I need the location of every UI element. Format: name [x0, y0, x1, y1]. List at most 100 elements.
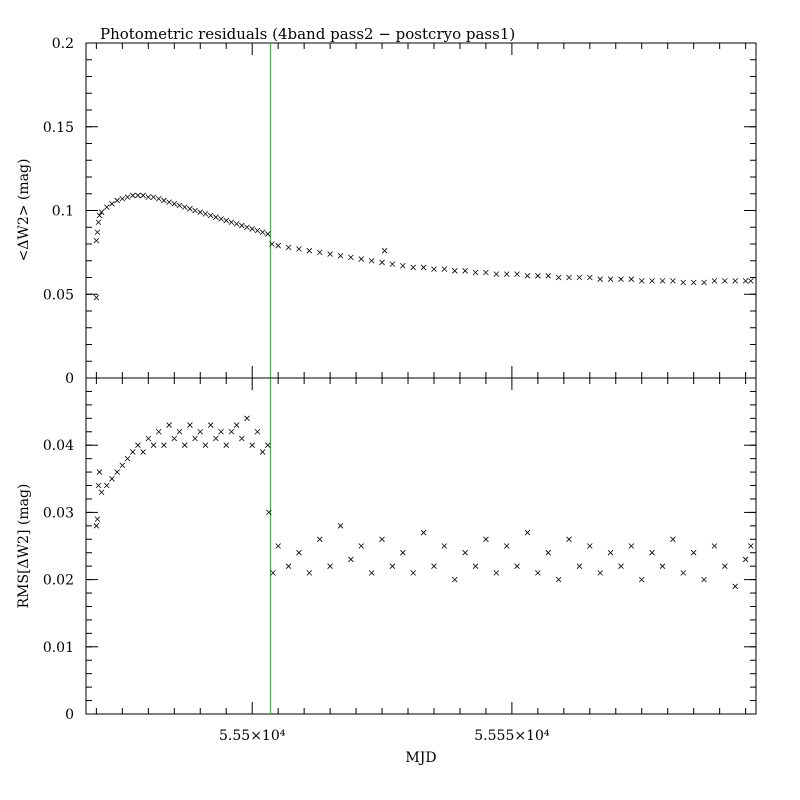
- rms-data-point: [197, 428, 204, 435]
- rms-data-point: [535, 570, 541, 576]
- rms-data-point: [218, 428, 224, 435]
- rms-data-point: [93, 523, 100, 529]
- mean-data-point: [690, 279, 697, 286]
- mean-data-point: [213, 214, 219, 220]
- rms-data-point: [306, 570, 313, 576]
- mean-data-point: [93, 294, 100, 301]
- rms-data-point: [680, 570, 687, 576]
- rms-data-point: [135, 442, 141, 448]
- mean-data-point: [254, 227, 261, 234]
- mean-data-point: [732, 278, 739, 284]
- rms-data-point: [266, 509, 272, 516]
- rms-data-point: [114, 469, 120, 475]
- rms-data-point: [265, 442, 271, 448]
- mean-y-tick-label: 0.1: [52, 204, 74, 220]
- mean-data-point: [638, 278, 645, 284]
- rms-data-point: [607, 549, 614, 556]
- mean-data-point: [259, 229, 266, 236]
- x-tick-label: 5.555×10⁴: [474, 728, 550, 744]
- rms-data-point: [659, 563, 666, 569]
- rms-data-point: [202, 442, 209, 448]
- mean-data-point: [514, 271, 520, 277]
- rms-data-point: [228, 428, 235, 435]
- rms-data-point: [462, 549, 468, 556]
- mean-data-point: [451, 268, 458, 274]
- mean-data-point: [228, 219, 235, 226]
- mean-data-point: [103, 204, 110, 210]
- mean-data-point: [348, 254, 354, 261]
- chart-title: Photometric residuals (4band pass2 − pos…: [100, 25, 515, 43]
- rms-data-point: [337, 523, 344, 529]
- rms-data-point: [140, 449, 146, 455]
- mean-data-point: [368, 257, 375, 264]
- mean-data-point: [265, 231, 271, 237]
- mean-data-point: [181, 204, 188, 210]
- mean-data-point: [649, 278, 655, 284]
- mean-data-point: [327, 251, 333, 257]
- mean-data-point: [187, 206, 193, 212]
- mean-data-point: [400, 262, 406, 269]
- mean-data-point: [337, 252, 344, 259]
- mean-data-point: [176, 202, 183, 209]
- rms-data-point: [701, 576, 707, 583]
- mean-data-point: [462, 268, 468, 274]
- rms-data-point: [94, 516, 101, 522]
- mean-data-point: [296, 246, 302, 252]
- top-y-axis-label: <ΔW2> (mag): [16, 159, 32, 262]
- rms-data-point: [441, 543, 448, 549]
- mean-data-point: [483, 269, 489, 276]
- rms-data-point: [410, 570, 416, 576]
- rms-data-point: [368, 570, 375, 576]
- mean-data-point: [410, 264, 416, 271]
- rms-data-point: [587, 543, 593, 549]
- mean-data-point: [628, 276, 635, 282]
- mean-data-point: [742, 278, 749, 284]
- mean-y-tick-label: 0.2: [52, 36, 74, 52]
- mean-data-point: [135, 192, 141, 199]
- rms-data-point: [379, 536, 385, 543]
- mean-data-point: [94, 229, 101, 236]
- rms-data-point: [358, 543, 365, 549]
- mean-data-point: [748, 278, 754, 284]
- rms-data-point: [483, 536, 489, 543]
- rms-data-point: [670, 536, 676, 543]
- rms-data-point: [451, 576, 458, 583]
- rms-panel-frame: [85, 377, 757, 715]
- mean-data-point: [493, 271, 500, 277]
- rms-y-tick-label: 0.01: [43, 640, 74, 656]
- rms-data-point: [95, 482, 102, 489]
- mean-data-point: [659, 278, 666, 284]
- mean-data-point: [95, 219, 102, 226]
- mean-data-point: [202, 211, 209, 217]
- rms-data-point: [233, 422, 240, 428]
- mean-data-point: [535, 273, 541, 279]
- rms-data-point: [249, 442, 255, 448]
- rms-data-point: [472, 563, 479, 569]
- rms-data-point: [638, 576, 645, 583]
- mean-data-point: [233, 221, 240, 227]
- rms-data-point: [400, 549, 406, 556]
- mean-data-point: [223, 217, 230, 224]
- rms-data-point: [98, 489, 105, 496]
- rms-y-tick-label: 0.02: [43, 573, 74, 589]
- mean-data-point: [96, 212, 103, 219]
- mean-data-point: [379, 259, 385, 266]
- mean-data-point: [431, 266, 437, 272]
- rms-data-point: [690, 549, 697, 556]
- mean-data-point: [587, 274, 593, 281]
- x-tick-label: 5.55×10⁴: [219, 728, 286, 744]
- rms-data-point: [254, 428, 261, 435]
- x-axis-label: MJD: [405, 750, 436, 766]
- rms-y-tick-label: 0.03: [43, 505, 74, 521]
- rms-y-tick-label: 0.04: [43, 438, 74, 454]
- mean-data-point: [119, 195, 126, 202]
- mean-data-point: [239, 222, 245, 229]
- rms-data-point: [545, 549, 552, 556]
- mean-data-point: [306, 247, 313, 254]
- rms-data-point: [275, 543, 281, 549]
- rms-data-point: [742, 556, 749, 563]
- rms-data-point: [161, 442, 167, 448]
- mean-data-point: [670, 278, 676, 284]
- rms-data-point: [711, 543, 718, 549]
- rms-data-point: [129, 449, 136, 455]
